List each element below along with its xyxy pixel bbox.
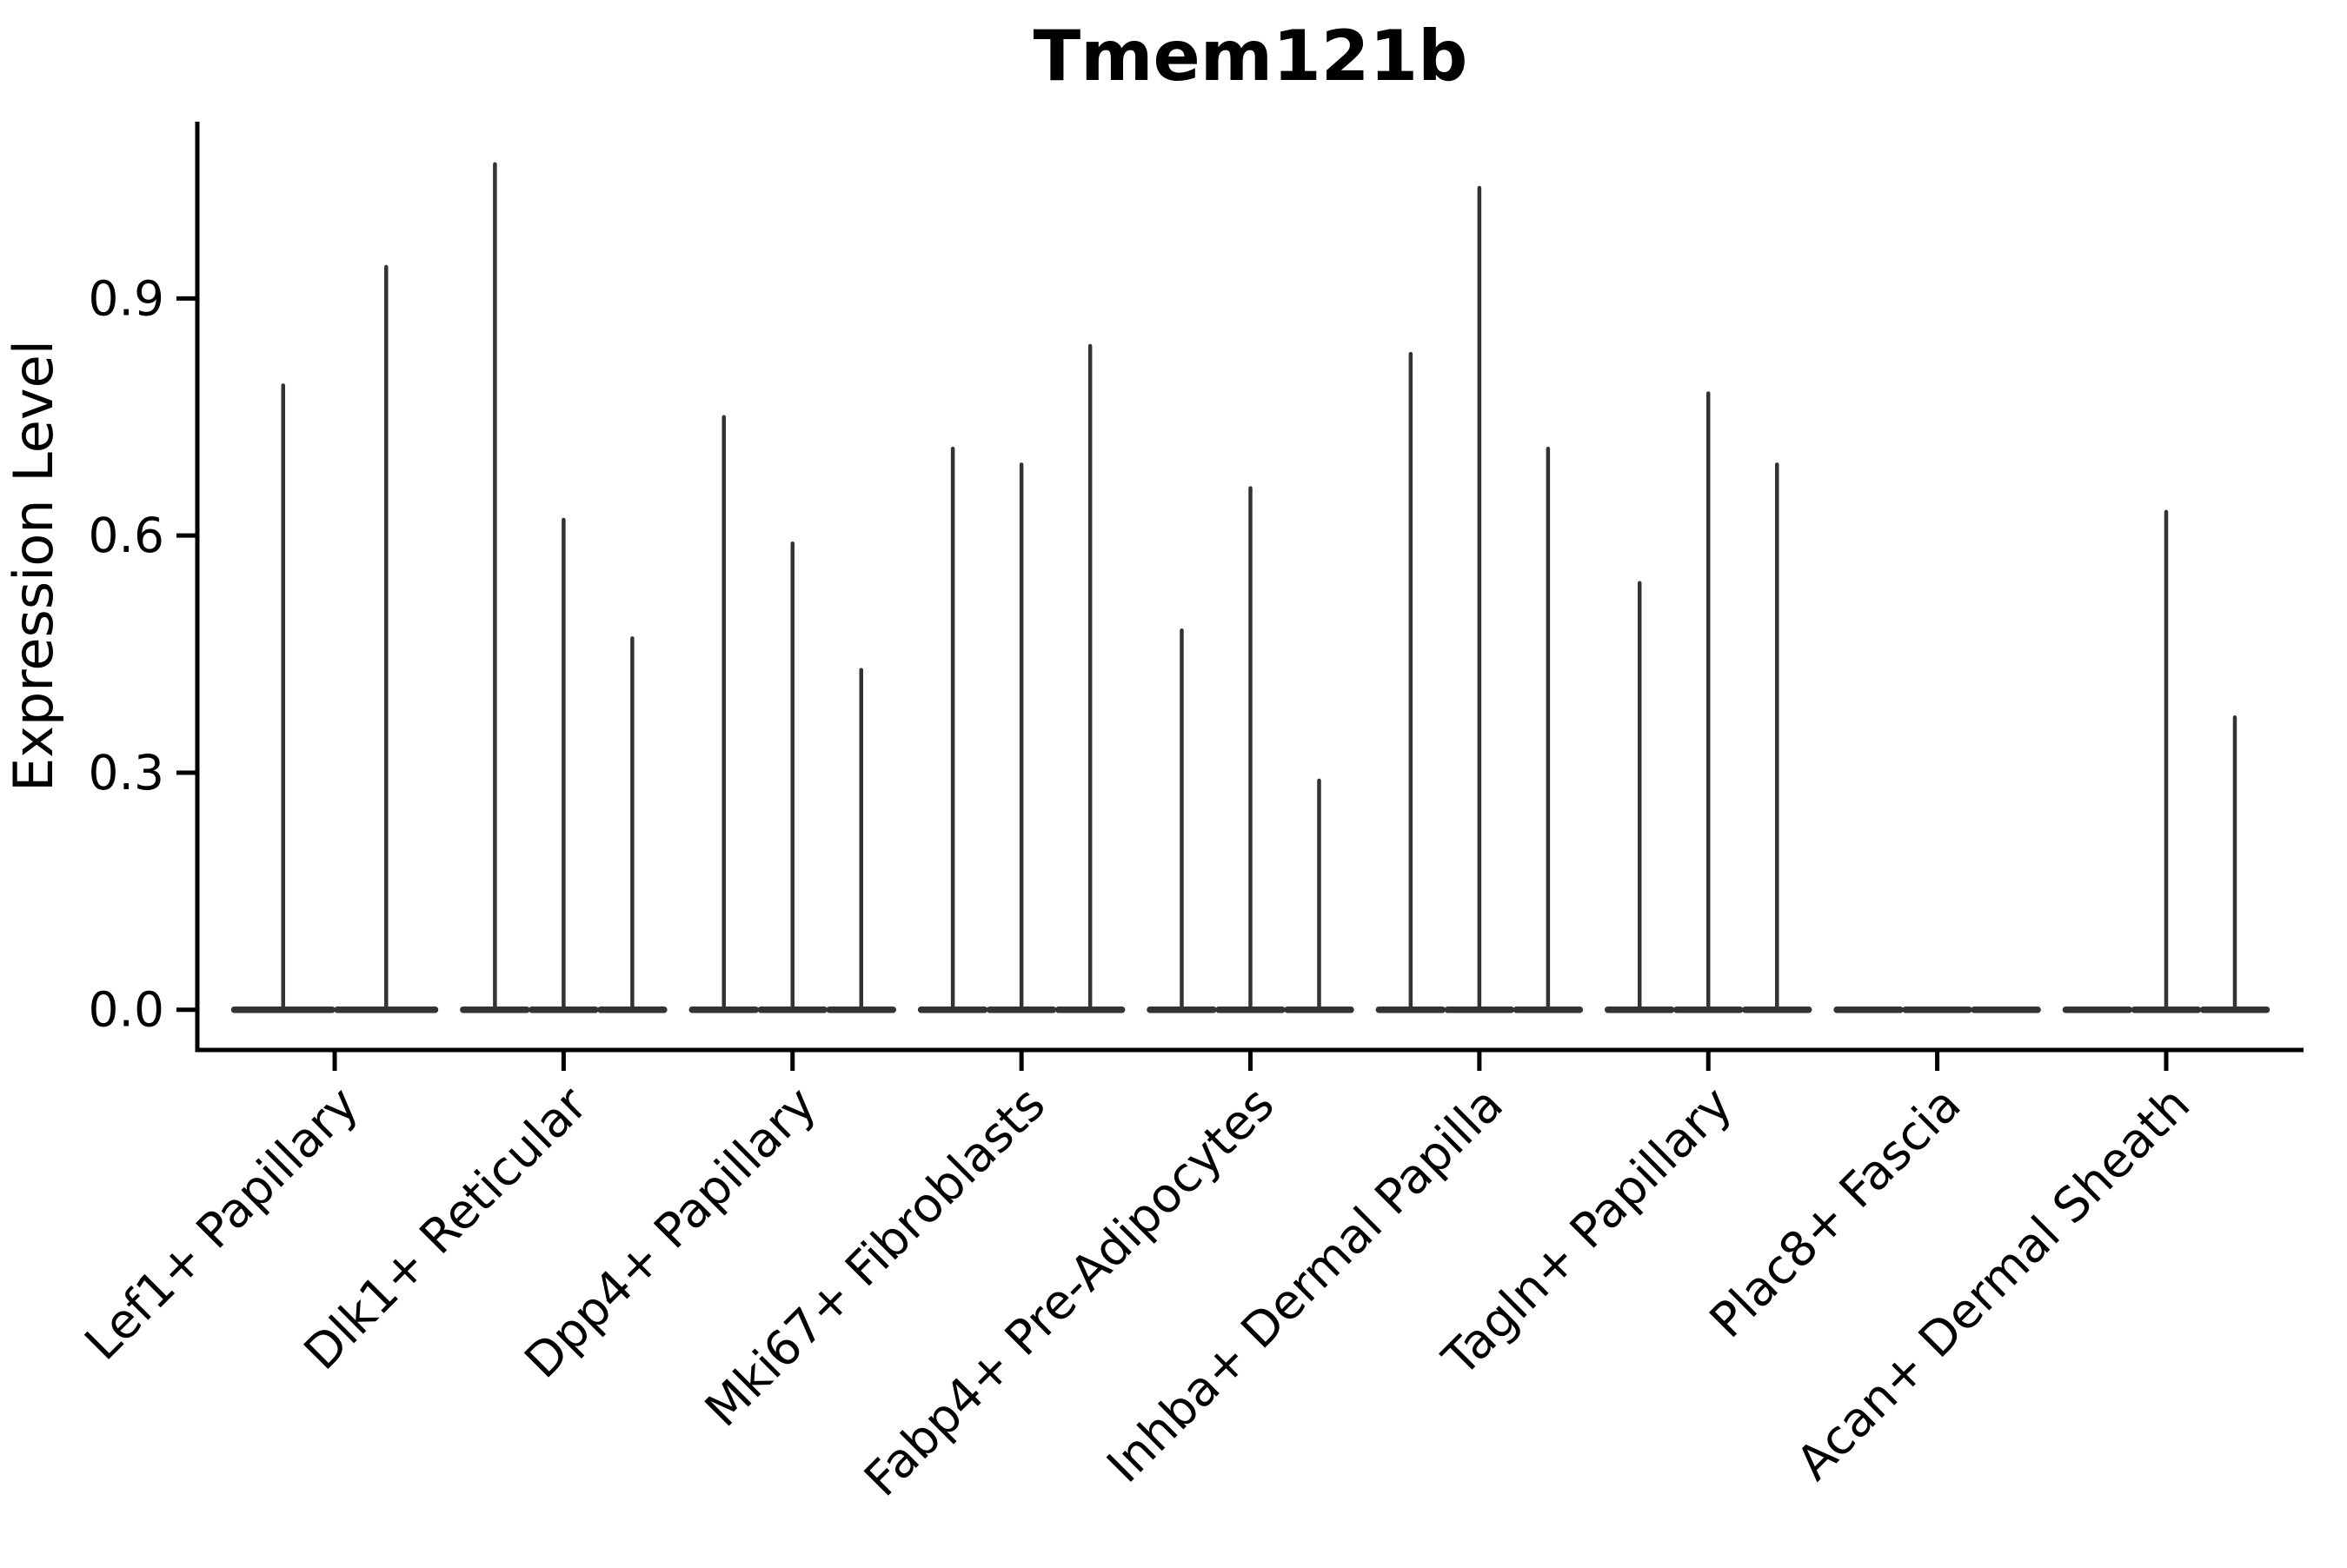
y-tick-label: 0.0	[89, 982, 164, 1038]
chart-title: Tmem121b	[1034, 16, 1468, 96]
y-tick-label: 0.9	[89, 270, 164, 326]
x-tick-label: Inhba+ Dermal Papilla	[1096, 1076, 1513, 1493]
x-tick-label: Fabp4+ Pre-Adipocytes	[854, 1076, 1285, 1507]
x-tick-label: Acan+ Dermal Sheath	[1785, 1076, 2200, 1491]
y-tick-label: 0.6	[89, 508, 164, 563]
y-tick-label: 0.3	[89, 745, 164, 801]
y-axis-label: Expression Level	[2, 340, 65, 792]
